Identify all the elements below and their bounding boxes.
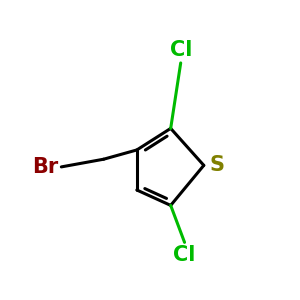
Text: S: S: [210, 155, 225, 176]
Text: Br: Br: [32, 157, 58, 177]
Text: Cl: Cl: [169, 40, 192, 60]
Text: Cl: Cl: [173, 245, 196, 266]
